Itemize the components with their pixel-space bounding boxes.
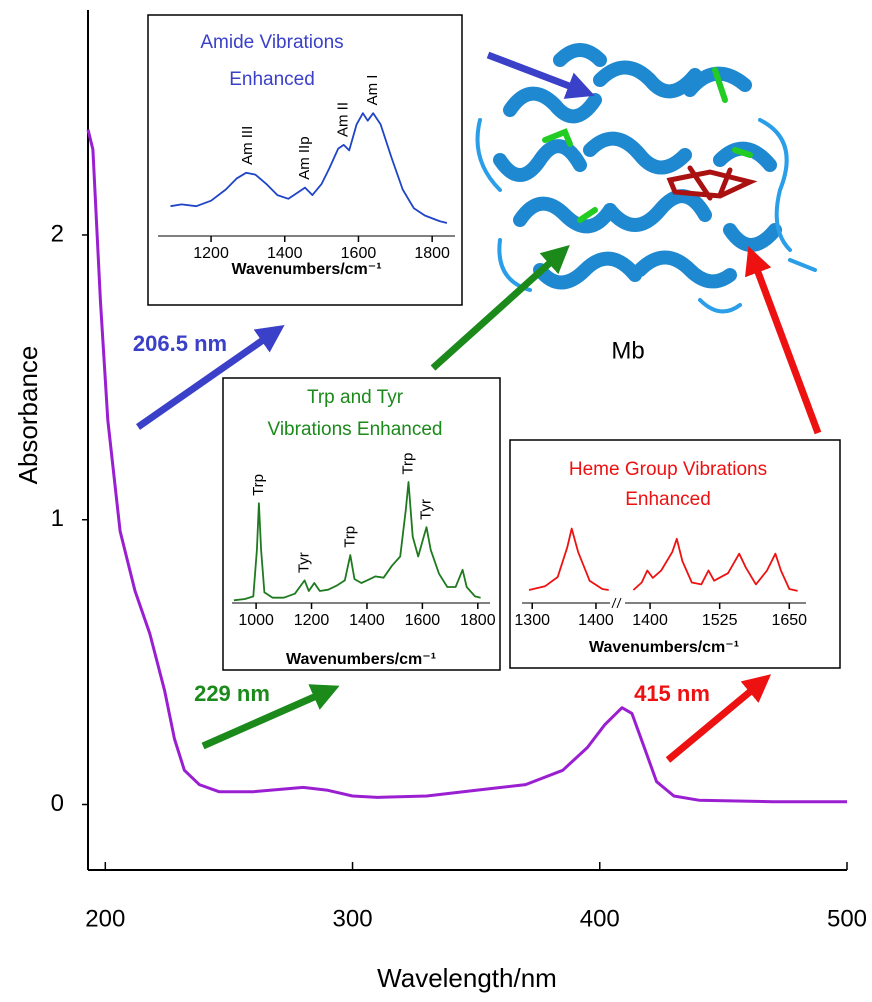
- peak-label: Trp: [341, 526, 358, 548]
- protein-illustration: [475, 43, 817, 314]
- peak-label: Am IIp: [296, 136, 313, 179]
- wavelength-label: 229 nm: [194, 681, 270, 706]
- arrows: [136, 51, 822, 763]
- axis-break: [611, 597, 622, 609]
- y-tick-label: 1: [51, 505, 64, 532]
- x-tick-label: 1400: [632, 612, 668, 629]
- x-tick-label: 1800: [460, 612, 496, 629]
- inset-title: Amide Vibrations: [200, 32, 343, 53]
- x-tick-label: 200: [85, 905, 125, 932]
- x-tick-label: 1400: [578, 612, 614, 629]
- x-tick-label: 1600: [405, 612, 441, 629]
- x-tick-label: 1400: [267, 245, 303, 262]
- inset-x-label: Wavenumbers/cm⁻¹: [589, 639, 739, 656]
- wavelength-label: 415 nm: [634, 681, 710, 706]
- peak-label: Am III: [239, 126, 256, 165]
- x-tick-label: 1600: [341, 245, 377, 262]
- inset-x-label: Wavenumbers/cm⁻¹: [286, 651, 436, 668]
- x-tick-label: 500: [827, 905, 867, 932]
- x-tick-label: 1200: [193, 245, 229, 262]
- x-tick-label: 1800: [414, 245, 450, 262]
- y-tick-label: 2: [51, 220, 64, 247]
- x-tick-label: 300: [333, 905, 373, 932]
- peak-label: Trp: [250, 474, 267, 496]
- wavelength-label: 206.5 nm: [133, 331, 227, 356]
- y-axis-title: Absorbance: [13, 346, 43, 485]
- peak-label: Am II: [335, 102, 352, 137]
- inset-title: Trp and Tyr: [307, 387, 404, 408]
- inset-title: Enhanced: [229, 69, 315, 90]
- x-tick-label: 1200: [294, 612, 330, 629]
- x-tick-label: 1525: [702, 612, 738, 629]
- peak-label: Tyr: [418, 499, 435, 520]
- x-tick-label: 400: [580, 905, 620, 932]
- x-tick-label: 1300: [514, 612, 550, 629]
- spectrum-line: [233, 481, 481, 602]
- y-tick-label: 0: [51, 790, 64, 817]
- inset-title: Enhanced: [625, 489, 711, 510]
- inset-title: Heme Group Vibrations: [569, 459, 767, 480]
- spectrum-line: [528, 527, 609, 591]
- peak-label: Trp: [399, 453, 416, 475]
- absorbance-line: [86, 129, 847, 804]
- spectrum-line: [632, 537, 798, 592]
- spectrum-line: [170, 112, 448, 224]
- inset-frame: [147, 14, 463, 306]
- peak-label: Tyr: [296, 552, 313, 573]
- wavelength-label: Mb: [611, 337, 644, 364]
- x-tick-label: 1000: [238, 612, 274, 629]
- x-tick-label: 1650: [771, 612, 807, 629]
- x-axis-title: Wavelength/nm: [377, 963, 557, 993]
- inset-x-label: Wavenumbers/cm⁻¹: [231, 261, 381, 278]
- inset-title: Vibrations Enhanced: [268, 419, 443, 440]
- x-tick-label: 1400: [349, 612, 385, 629]
- inset-frame: [222, 377, 501, 671]
- peak-label: Am I: [364, 75, 381, 106]
